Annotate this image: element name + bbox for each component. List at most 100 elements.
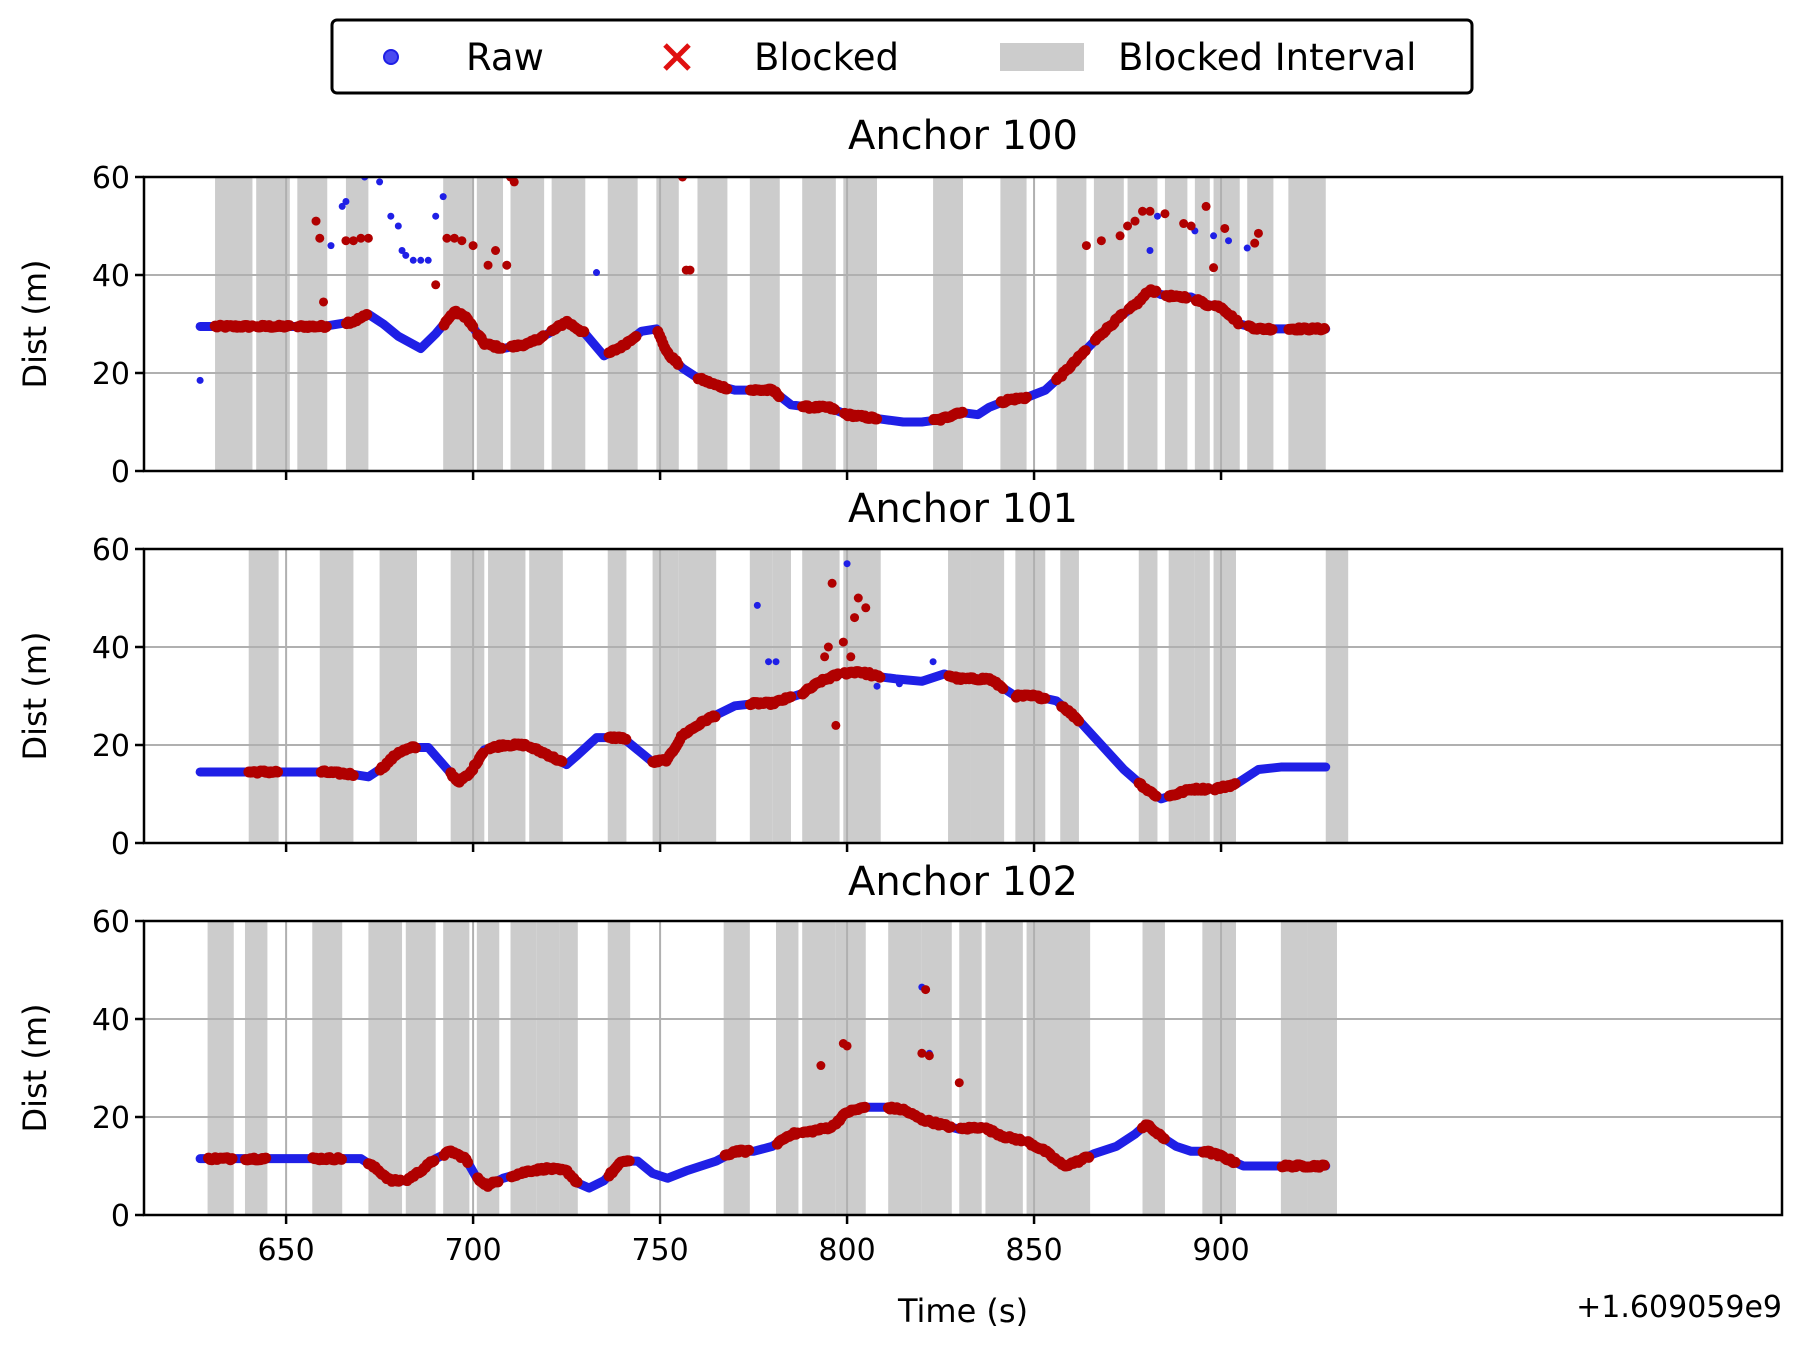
blocked-point [1083, 1151, 1095, 1163]
y-tick-label: 0 [111, 827, 130, 862]
blocked-point [853, 593, 863, 603]
legend-raw-marker [383, 49, 399, 65]
blocked-point [816, 1061, 826, 1071]
y-tick-label: 0 [111, 455, 130, 490]
blocked-interval [312, 921, 343, 1215]
panel-title: Anchor 102 [848, 859, 1078, 905]
blocked-point [260, 1152, 272, 1164]
y-tick-label: 40 [92, 1003, 130, 1038]
legend-raw-label: Raw [466, 36, 544, 79]
blocked-interval [933, 177, 963, 471]
raw-point [753, 601, 761, 609]
blocked-point [859, 1101, 871, 1113]
blocked-point [341, 236, 351, 246]
blocked-point [721, 383, 733, 395]
raw-point [409, 256, 417, 264]
blocked-point [827, 578, 837, 588]
blocked-point [483, 260, 493, 270]
y-tick-label: 60 [92, 161, 130, 196]
blocked-point [1250, 238, 1260, 248]
blocked-point [502, 260, 512, 270]
raw-point [398, 247, 406, 254]
raw-point [929, 658, 937, 666]
blocked-point [954, 1078, 964, 1088]
y-tick-label: 20 [92, 357, 130, 392]
blocked-point [319, 297, 329, 307]
blocked-point [838, 637, 848, 647]
blocked-point [1220, 223, 1230, 233]
legend-interval-patch [1000, 43, 1084, 71]
y-axis-label: Dist (m) [16, 259, 54, 388]
blocked-interval [749, 549, 773, 843]
blocked-interval [1142, 921, 1165, 1215]
blocked-interval [319, 549, 354, 843]
blocked-point [1020, 391, 1032, 403]
blocked-point [410, 742, 422, 754]
blocked-point [773, 391, 785, 403]
blocked-point [428, 1155, 440, 1167]
blocked-interval [476, 921, 500, 1215]
blocked-point [1079, 345, 1091, 357]
blocked-point [348, 236, 358, 246]
x-axis-offset-label: +1.609059e9 [1576, 1290, 1782, 1325]
blocked-point [1150, 285, 1162, 297]
raw-point [843, 560, 851, 568]
raw-point [402, 251, 410, 259]
blocked-interval [1060, 549, 1079, 843]
raw-point [327, 242, 335, 250]
blocked-interval [697, 177, 728, 471]
blocked-interval [244, 921, 268, 1215]
blocked-point [431, 280, 441, 290]
blocked-interval [921, 921, 952, 1215]
blocked-interval [476, 177, 504, 471]
blocked-point [820, 652, 830, 662]
blocked-point [356, 233, 366, 243]
x-tick-label: 700 [444, 1233, 501, 1268]
blocked-interval [1194, 549, 1210, 843]
panel-anchor-100: Anchor 100 Dist (m) 0 20 40 60 [16, 113, 1784, 490]
raw-point [376, 178, 384, 186]
blocked-point [1229, 778, 1241, 790]
blocked-point [537, 330, 549, 342]
blocked-interval [843, 549, 881, 843]
blocked-point [1266, 323, 1278, 335]
raw-point [338, 202, 346, 210]
blocked-interval [1194, 177, 1210, 471]
blocked-point [685, 265, 695, 275]
blocked-interval [948, 549, 971, 843]
blocked-interval [607, 177, 638, 471]
blocked-interval [835, 921, 866, 1215]
blocked-interval [723, 921, 750, 1215]
blocked-interval [443, 921, 470, 1215]
raw-point [432, 212, 440, 220]
blocked-point [842, 1041, 852, 1051]
blocked-interval [607, 921, 631, 1215]
blocked-point [620, 733, 632, 745]
blocked-point [1253, 228, 1263, 238]
blocked-point [449, 233, 459, 243]
blocked-point [997, 682, 1009, 694]
blocked-point [347, 769, 359, 781]
raw-point [765, 658, 773, 666]
y-tick-label: 60 [92, 905, 130, 940]
blocked-point [320, 321, 332, 333]
blocked-interval [207, 921, 234, 1215]
y-tick-label: 20 [92, 729, 130, 764]
blocked-interval [678, 549, 717, 843]
blocked-point [785, 691, 797, 703]
blocked-interval [656, 177, 679, 471]
legend-interval-label: Blocked Interval [1118, 36, 1416, 79]
plot-frame [142, 175, 1784, 473]
blocked-point [956, 406, 968, 418]
raw-point [1225, 237, 1233, 245]
y-tick-label: 40 [92, 631, 130, 666]
blocked-interval [843, 177, 877, 471]
blocked-point [1232, 318, 1244, 330]
legend: Raw Blocked Blocked Interval [330, 18, 1474, 95]
blocked-point [283, 320, 295, 332]
raw-point [1243, 244, 1251, 252]
raw-point [196, 376, 204, 384]
blocked-interval [1000, 177, 1027, 471]
y-tick-label: 20 [92, 1101, 130, 1136]
